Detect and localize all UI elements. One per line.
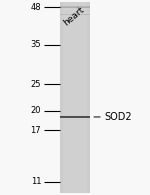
Bar bbox=[63, 2, 87, 193]
Text: 17: 17 bbox=[31, 126, 41, 135]
Text: 20: 20 bbox=[31, 106, 41, 115]
Text: heart: heart bbox=[62, 5, 86, 27]
Bar bbox=[60, 2, 90, 193]
Text: 48: 48 bbox=[31, 3, 41, 12]
Text: 25: 25 bbox=[31, 80, 41, 89]
Text: SOD2: SOD2 bbox=[104, 112, 132, 122]
Text: 35: 35 bbox=[31, 40, 41, 49]
Text: 11: 11 bbox=[31, 177, 41, 186]
